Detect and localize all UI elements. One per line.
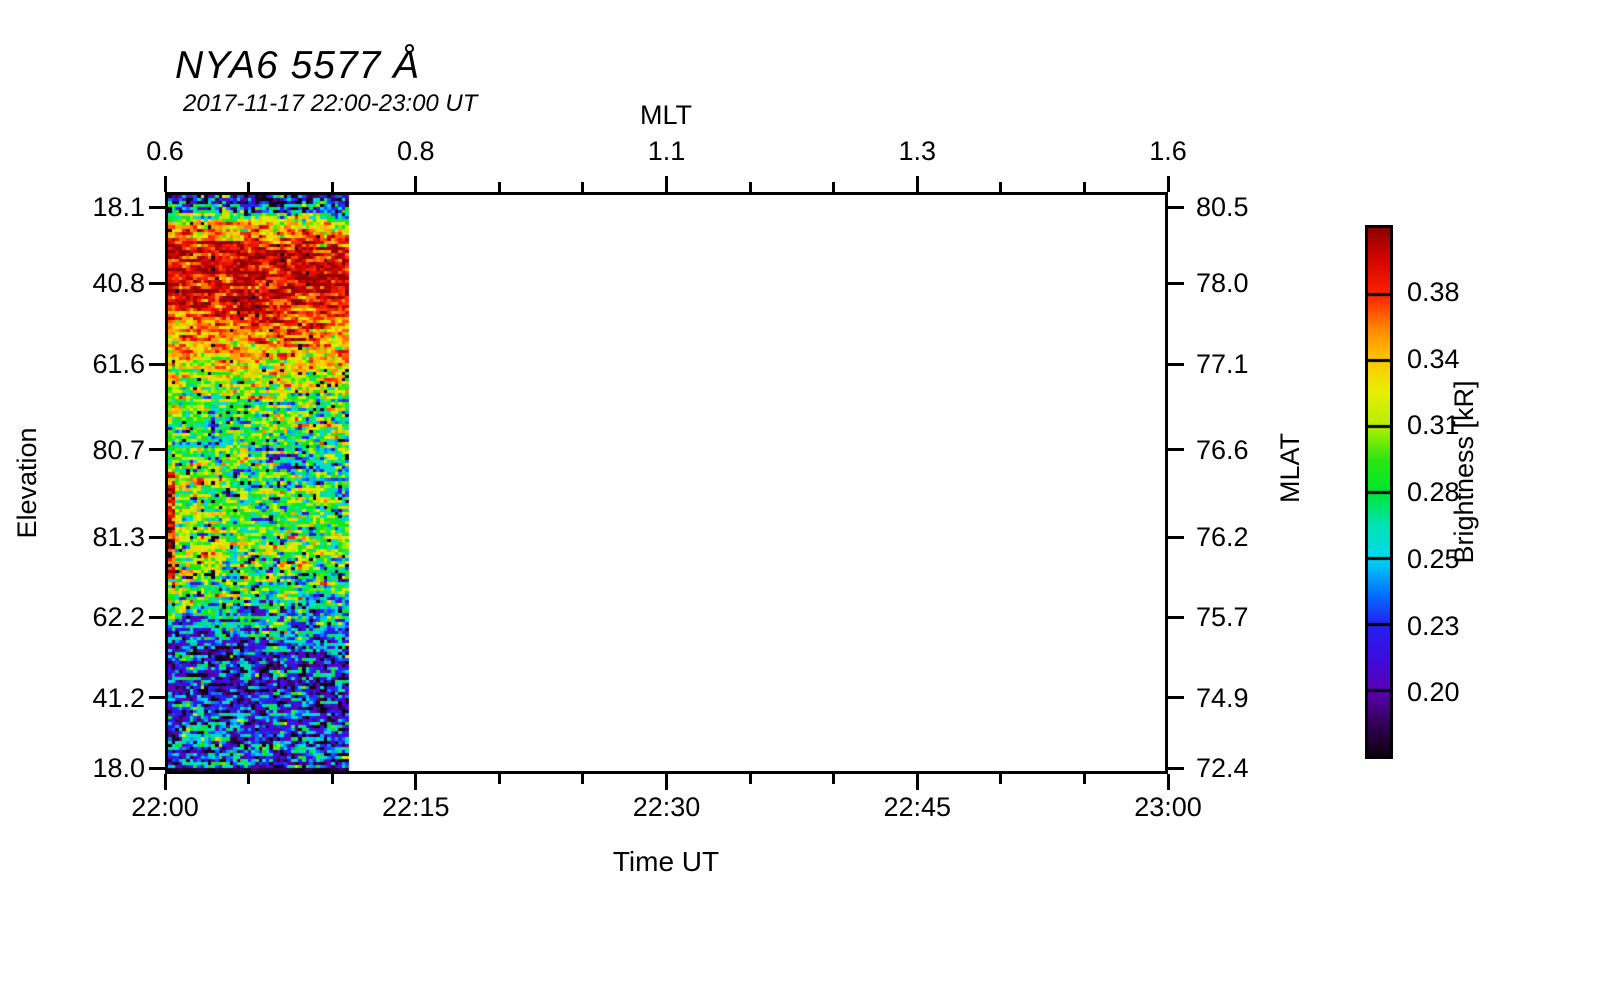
right-axis-tick — [1168, 696, 1184, 700]
left-axis-tick — [149, 362, 165, 366]
bottom-axis-minor-tick — [330, 774, 334, 784]
top-axis-minor-tick — [581, 182, 585, 192]
chart-title: NYA6 5577 Å — [175, 44, 421, 87]
bottom-axis-minor-tick — [748, 774, 752, 784]
right-axis-tick — [1168, 205, 1184, 209]
top-axis-minor-tick — [748, 182, 752, 192]
right-axis-tick — [1168, 766, 1184, 770]
colorbar-tick-label: 0.28 — [1407, 477, 1460, 507]
left-axis-tick — [149, 448, 165, 452]
right-axis-tick — [1168, 362, 1184, 366]
right-axis-tick-label: 75.7 — [1196, 602, 1249, 633]
left-axis-tick-label: 18.0 — [92, 753, 145, 784]
colorbar-canvas — [1368, 228, 1390, 756]
colorbar — [1365, 225, 1393, 759]
top-axis-tick — [1166, 176, 1170, 192]
bottom-axis-minor-tick — [497, 774, 501, 784]
bottom-axis-title: Time UT — [612, 846, 720, 877]
colorbar-tick-label: 0.34 — [1407, 343, 1460, 374]
right-axis-tick-label: 77.1 — [1196, 349, 1249, 380]
left-axis-title: Elevation — [12, 427, 42, 539]
top-axis-minor-tick — [330, 182, 334, 192]
left-axis-tick — [149, 205, 165, 209]
top-axis-minor-tick — [832, 182, 836, 192]
right-axis-tick-label: 76.2 — [1196, 522, 1249, 553]
left-axis-tick — [149, 766, 165, 770]
right-axis-tick-label: 74.9 — [1196, 682, 1249, 713]
bottom-axis-tick — [414, 774, 418, 790]
left-axis-tick — [149, 615, 165, 619]
right-axis-tick-label: 78.0 — [1196, 268, 1249, 299]
right-axis-tick — [1168, 535, 1184, 539]
left-axis-tick-label: 61.6 — [92, 349, 145, 380]
bottom-axis-tick-label: 22:45 — [883, 792, 952, 822]
left-axis-tick-label: 62.2 — [92, 602, 145, 633]
colorbar-tick-label: 0.38 — [1407, 276, 1460, 307]
right-axis-tick-label: 76.6 — [1196, 434, 1249, 465]
left-axis-tick — [149, 535, 165, 539]
left-axis-tick-label: 81.3 — [92, 522, 145, 553]
bottom-axis-tick-label: 23:00 — [1134, 792, 1202, 822]
bottom-axis-tick — [163, 774, 167, 790]
bottom-axis-minor-tick — [581, 774, 585, 784]
bottom-axis-minor-tick — [999, 774, 1003, 784]
top-axis-minor-tick — [999, 182, 1003, 192]
bottom-axis-tick-label: 22:15 — [381, 792, 450, 822]
right-axis-tick — [1168, 448, 1184, 452]
top-axis-tick — [163, 176, 167, 192]
right-axis-tick — [1168, 615, 1184, 619]
top-axis-tick-label: 0.8 — [396, 136, 435, 166]
colorbar-tick-label: 0.23 — [1407, 610, 1460, 641]
top-axis-tick — [414, 176, 418, 192]
bottom-axis-minor-tick — [247, 774, 251, 784]
left-axis-tick-label: 80.7 — [92, 434, 145, 465]
bottom-axis-minor-tick — [832, 774, 836, 784]
left-axis-tick-label: 41.2 — [92, 682, 145, 713]
colorbar-tick-label: 0.25 — [1407, 543, 1460, 574]
plot-area — [165, 192, 1168, 774]
left-axis-tick-label: 18.1 — [92, 192, 145, 223]
top-axis-tick-label: 0.6 — [146, 136, 184, 166]
top-axis-tick-label: 1.3 — [898, 136, 937, 166]
bottom-axis-tick-label: 22:30 — [632, 792, 701, 822]
bottom-axis-minor-tick — [1082, 774, 1086, 784]
bottom-axis-tick-label: 22:00 — [131, 792, 199, 822]
top-axis-tick — [915, 176, 919, 192]
left-axis-tick-label: 40.8 — [92, 268, 145, 299]
top-axis-tick — [665, 176, 668, 192]
colorbar-tick-label: 0.20 — [1407, 677, 1460, 708]
top-axis-minor-tick — [247, 182, 251, 192]
chart-subtitle: 2017-11-17 22:00-23:00 UT — [183, 90, 478, 117]
left-axis-tick — [149, 696, 165, 700]
right-axis-tick-label: 80.5 — [1196, 192, 1249, 223]
top-axis-minor-tick — [497, 182, 501, 192]
colorbar-tick-label: 0.31 — [1407, 410, 1460, 441]
right-axis-tick — [1168, 281, 1184, 285]
left-axis-tick — [149, 281, 165, 285]
bottom-axis-tick — [665, 774, 668, 790]
right-axis-tick-label: 72.4 — [1196, 753, 1249, 784]
bottom-axis-tick — [915, 774, 919, 790]
top-axis-minor-tick — [1082, 182, 1086, 192]
heatmap-canvas — [168, 195, 1165, 771]
top-axis-tick-label: 1.1 — [647, 136, 686, 166]
top-axis-tick-label: 1.6 — [1149, 136, 1187, 166]
bottom-axis-tick — [1166, 774, 1170, 790]
top-axis-title: MLT — [640, 100, 692, 130]
